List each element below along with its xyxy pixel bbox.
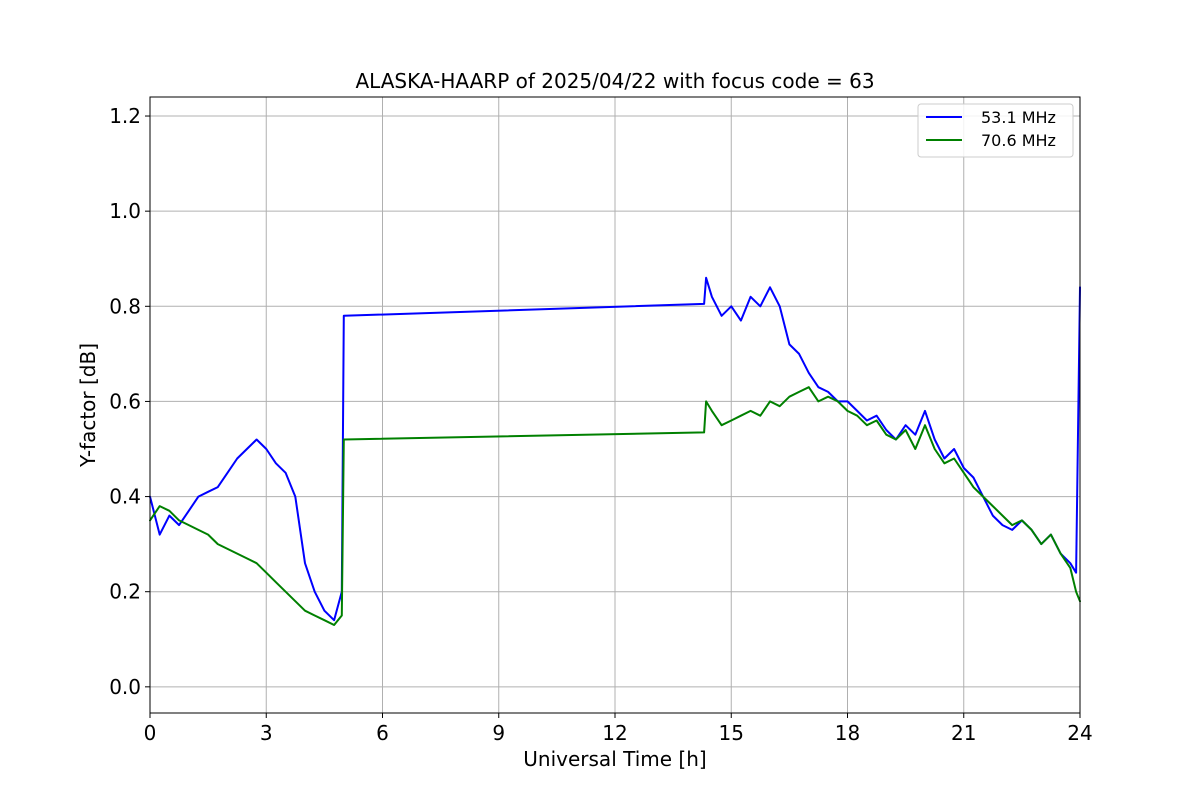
y-tick-label: 1.0 xyxy=(109,199,141,223)
series-line-53-1-mhz xyxy=(149,276,1081,622)
y-tick-label: 0.8 xyxy=(109,294,141,318)
ticks: 0 3 6 9 12 15 18 21 24 0.0 0.2 0.4 0.6 0.8 1.0 1.2 xyxy=(109,104,1093,745)
legend: 53.1 MHz 70.6 MHz xyxy=(917,103,1074,158)
legend-label-53-1-mhz: 53.1 MHz xyxy=(981,108,1056,127)
x-tick-label: 24 xyxy=(1067,721,1092,745)
y-axis-label: Y-factor [dB] xyxy=(76,343,100,468)
x-tick-label: 0 xyxy=(144,721,157,745)
x-tick-label: 9 xyxy=(492,721,505,745)
y-tick-label: 0.6 xyxy=(109,389,141,413)
legend-label-70-6-mhz: 70.6 MHz xyxy=(981,131,1056,150)
x-tick-label: 21 xyxy=(951,721,976,745)
series-line-70-6-mhz xyxy=(149,386,1081,626)
y-tick-label: 0.4 xyxy=(109,485,141,509)
series-layer xyxy=(149,276,1081,626)
x-axis-label: Universal Time [h] xyxy=(523,747,706,771)
x-tick-label: 15 xyxy=(719,721,744,745)
chart-title: ALASKA-HAARP of 2025/04/22 with focus co… xyxy=(355,69,874,93)
y-tick-label: 0.0 xyxy=(109,675,141,699)
x-tick-label: 18 xyxy=(835,721,860,745)
x-tick-label: 6 xyxy=(376,721,389,745)
x-tick-label: 12 xyxy=(602,721,627,745)
y-tick-label: 0.2 xyxy=(109,580,141,604)
x-tick-label: 3 xyxy=(260,721,273,745)
y-tick-label: 1.2 xyxy=(109,104,141,128)
